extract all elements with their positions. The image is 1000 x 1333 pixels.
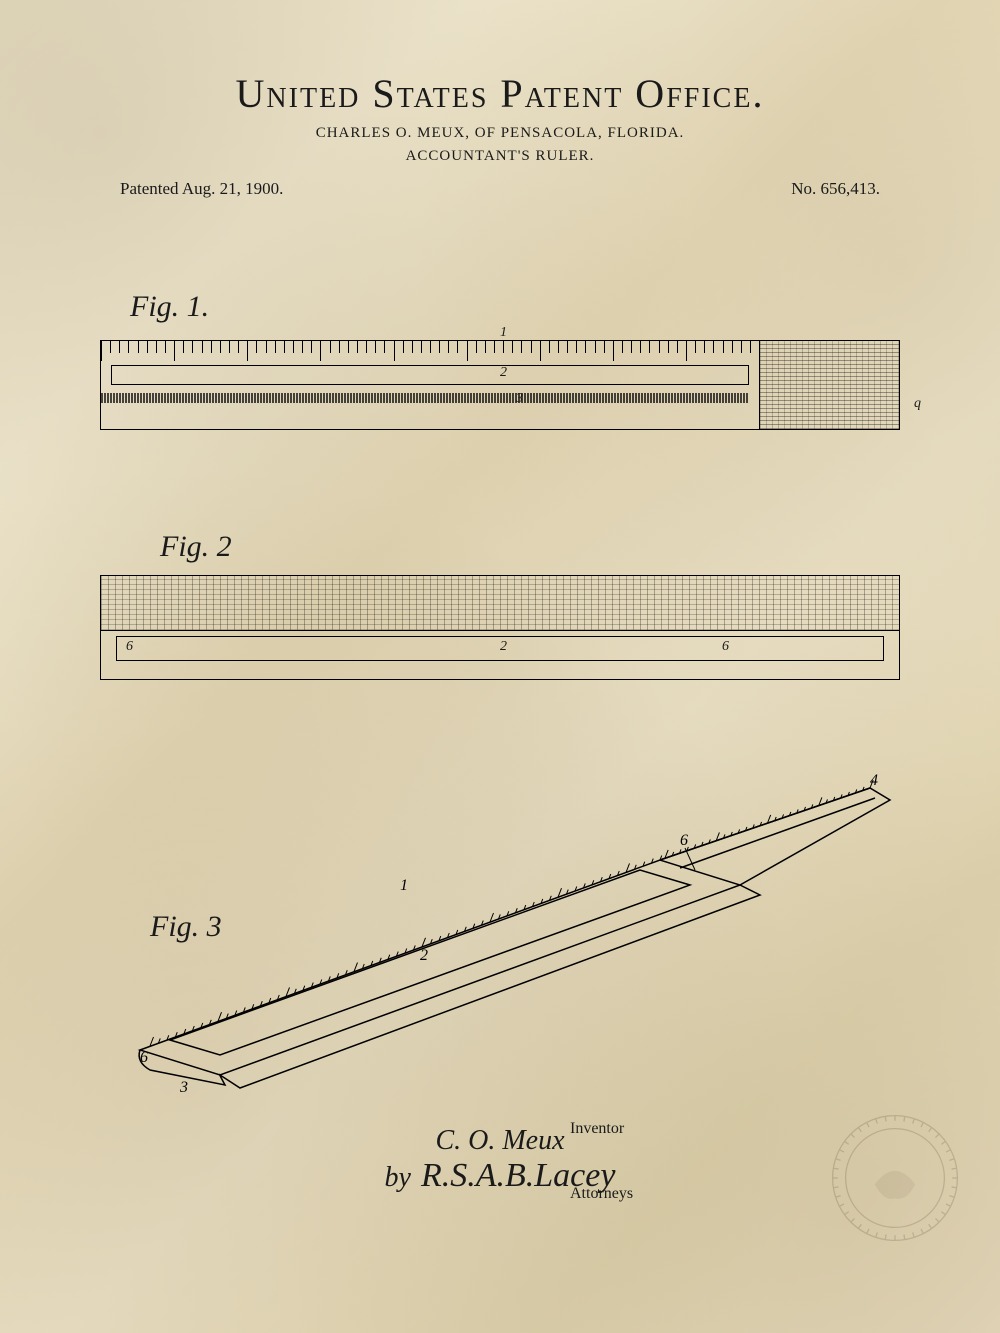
fig3-ref-6b: 6 (680, 832, 688, 849)
invention-title: ACCOUNTANT'S RULER. (60, 148, 940, 165)
fig1-label: Fig. 1. (130, 290, 209, 324)
fig3-ref-3: 3 (179, 1079, 188, 1096)
fig3-ref-6a: 6 (140, 1049, 148, 1066)
patent-header: United States Patent Office. CHARLES O. … (60, 70, 940, 199)
fig3-ref-4: 4 (870, 772, 878, 789)
patent-seal-icon (830, 1113, 960, 1243)
figure-2: 6 2 6 (100, 575, 900, 680)
fig3-ref-1: 1 (400, 877, 408, 894)
fig2-ref-6b: 6 (722, 639, 729, 655)
fig1-ref-2: 2 (500, 365, 507, 381)
fig1-ref-1: 1 (500, 325, 507, 341)
fig2-ref-2: 2 (500, 639, 507, 655)
patent-date: Patented Aug. 21, 1900. (120, 179, 283, 199)
fig2-ref-6a: 6 (126, 639, 133, 655)
fig1-ref-q: q (914, 396, 921, 412)
fig3-ref-2: 2 (420, 947, 428, 964)
patent-number: No. 656,413. (791, 179, 880, 199)
inventor-role-label: Inventor (570, 1120, 624, 1138)
attorney-role-label: Attorneys (570, 1185, 633, 1203)
inventor-line: CHARLES O. MEUX, OF PENSACOLA, FLORIDA. (60, 125, 940, 142)
figure-1: 1 2 3 q (100, 340, 900, 430)
by-prefix: by (385, 1162, 411, 1194)
fig1-ref-3: 3 (516, 391, 523, 407)
patent-page: United States Patent Office. CHARLES O. … (0, 0, 1000, 1333)
office-title: United States Patent Office. (60, 70, 940, 117)
figure-3: 1 2 3 6 6 4 (100, 770, 900, 1100)
patent-meta-row: Patented Aug. 21, 1900. No. 656,413. (60, 179, 940, 199)
fig2-label: Fig. 2 (160, 530, 232, 564)
